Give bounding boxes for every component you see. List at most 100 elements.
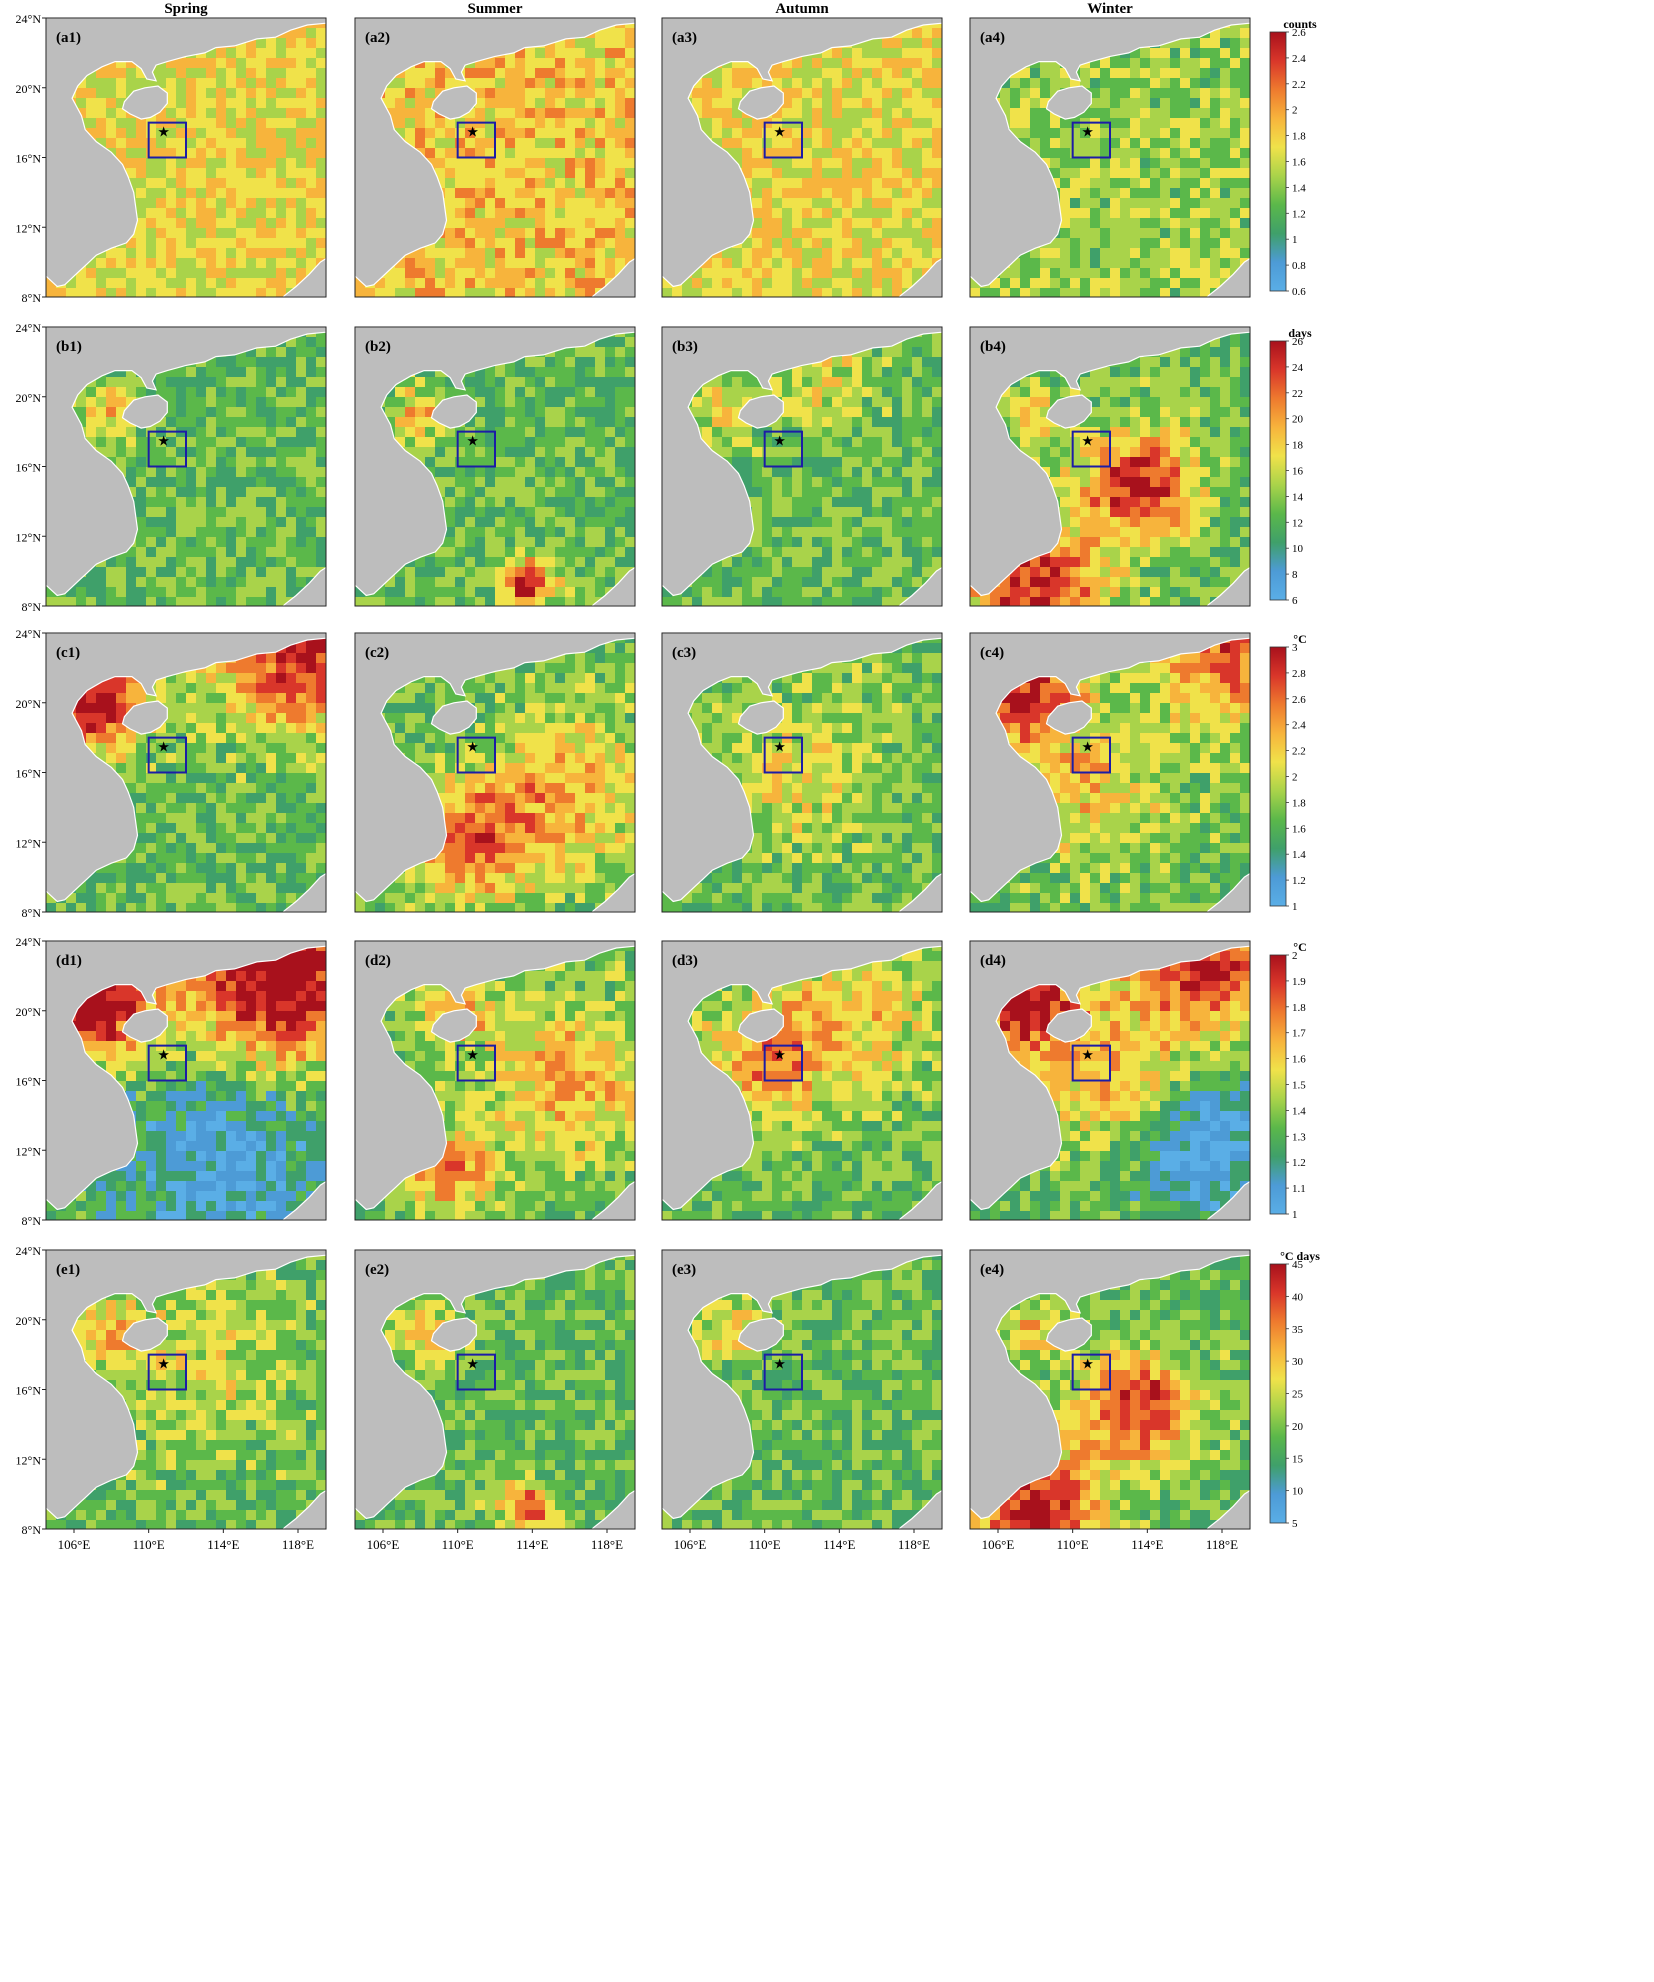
colorbar-tick-label: 40 xyxy=(1292,1291,1304,1303)
column-header-winter: Winter xyxy=(1087,1,1133,17)
colorbar-tick-label: 12 xyxy=(1292,517,1303,529)
lon-tick-label: 114°E xyxy=(207,1537,239,1552)
colorbar-tick-label: 1.5 xyxy=(1292,1080,1306,1092)
colorbar-tick-label: 45 xyxy=(1292,1259,1304,1271)
colorbar-tick-label: 2 xyxy=(1292,105,1298,117)
lon-tick-label: 110°E xyxy=(749,1537,781,1552)
colorbar-tick-label: 8 xyxy=(1292,569,1298,581)
colorbar-tick-label: 20 xyxy=(1292,1421,1304,1433)
lon-tick-label: 114°E xyxy=(1131,1537,1163,1552)
map-panel-c4: ★(c4) xyxy=(970,633,1251,914)
colorbar-tick-label: 1 xyxy=(1292,1209,1298,1221)
map-panel-b4: ★(b4) xyxy=(970,327,1251,608)
colorbar-tick-label: 1.2 xyxy=(1292,208,1306,220)
lat-tick-label: 20°N xyxy=(16,1005,42,1019)
colorbar-tick-label: 2.8 xyxy=(1292,668,1306,680)
lat-tick-label: 20°N xyxy=(16,697,42,711)
lat-tick-label: 16°N xyxy=(16,461,42,475)
column-header-spring: Spring xyxy=(164,1,208,17)
map-panel-d4: ★(d4) xyxy=(970,941,1251,1222)
colorbar-tick-label: 2.2 xyxy=(1292,746,1306,758)
lat-tick-label: 8°N xyxy=(22,1523,42,1537)
colorbar-tick-label: 2.6 xyxy=(1292,694,1306,706)
panel-label: (b4) xyxy=(980,339,1006,355)
lat-tick-label: 24°N xyxy=(16,627,42,641)
colorbar-tick-label: 1.7 xyxy=(1292,1028,1306,1040)
lat-tick-label: 24°N xyxy=(16,1244,42,1258)
lat-tick-label: 8°N xyxy=(22,600,42,614)
colorbar-tick-label: 1.1 xyxy=(1292,1183,1306,1195)
station-star-marker: ★ xyxy=(1081,125,1094,140)
panel-label: (e4) xyxy=(980,1262,1004,1278)
colorbar-tick-label: 10 xyxy=(1292,1486,1304,1498)
lat-tick-label: 24°N xyxy=(16,321,42,335)
station-star-marker: ★ xyxy=(773,125,786,140)
station-star-marker: ★ xyxy=(466,125,479,140)
lat-tick-label: 8°N xyxy=(22,906,42,920)
lat-tick-label: 8°N xyxy=(22,1214,42,1228)
colorbar-tick-label: 26 xyxy=(1292,336,1304,348)
colorbar-tick-label: 6 xyxy=(1292,595,1298,607)
station-star-marker: ★ xyxy=(157,1048,170,1063)
station-star-marker: ★ xyxy=(773,1048,786,1063)
lat-tick-label: 12°N xyxy=(16,1144,42,1158)
colorbar-tick-label: 2.4 xyxy=(1292,53,1306,65)
colorbar-tick-label: 1 xyxy=(1292,234,1298,246)
colorbar-tick-label: 22 xyxy=(1292,388,1303,400)
panel-label: (d1) xyxy=(56,953,82,969)
station-star-marker: ★ xyxy=(1081,1048,1094,1063)
colorbar-tick-label: 10 xyxy=(1292,543,1304,555)
lon-tick-label: 118°E xyxy=(898,1537,930,1552)
lon-tick-label: 110°E xyxy=(1057,1537,1089,1552)
lat-tick-label: 12°N xyxy=(16,836,42,850)
colorbar-tick-label: 35 xyxy=(1292,1324,1304,1336)
lat-tick-label: 16°N xyxy=(16,152,42,166)
colorbar-tick-label: 2.6 xyxy=(1292,27,1306,39)
map-panel-a4: ★ (a4) xyxy=(970,18,1251,299)
colorbar-tick-label: 2.2 xyxy=(1292,79,1306,91)
lon-tick-label: 110°E xyxy=(133,1537,165,1552)
panel-label: (a4) xyxy=(980,30,1005,46)
lon-tick-label: 114°E xyxy=(823,1537,855,1552)
colorbar-tick-label: 1.4 xyxy=(1292,182,1306,194)
map-panel-d1: ★(d1)8°N12°N16°N20°N24°N xyxy=(16,935,327,1228)
lat-tick-label: 24°N xyxy=(16,935,42,949)
station-star-marker: ★ xyxy=(466,1357,479,1372)
colorbar-tick-label: 3 xyxy=(1292,642,1298,654)
lon-tick-label: 118°E xyxy=(282,1537,314,1552)
lat-tick-label: 16°N xyxy=(16,1384,42,1398)
lat-tick-label: 20°N xyxy=(16,391,42,405)
lat-tick-label: 20°N xyxy=(16,1314,42,1328)
colorbar-tick-label: 0.8 xyxy=(1292,260,1306,272)
panel-label: (e1) xyxy=(56,1262,80,1278)
lat-tick-label: 20°N xyxy=(16,82,42,96)
panel-label: (d2) xyxy=(365,953,391,969)
station-star-marker: ★ xyxy=(157,740,170,755)
colorbar-tick-label: 1.6 xyxy=(1292,1054,1306,1066)
colorbar-c: °C11.21.41.61.822.22.42.62.83 xyxy=(1270,632,1307,913)
colorbar-tick-label: 1.9 xyxy=(1292,976,1306,988)
station-star-marker: ★ xyxy=(773,1357,786,1372)
panel-label: (c3) xyxy=(672,645,696,661)
panel-label: (c1) xyxy=(56,645,80,661)
map-panel-a2: ★(a2) xyxy=(355,18,636,299)
colorbar-tick-label: 1.6 xyxy=(1292,157,1306,169)
station-star-marker: ★ xyxy=(773,740,786,755)
colorbar-tick-label: 0.6 xyxy=(1292,286,1306,298)
lon-tick-label: 106°E xyxy=(367,1537,400,1552)
colorbar-tick-label: 1.2 xyxy=(1292,1157,1306,1169)
map-panel-c2: ★(c2) xyxy=(355,633,636,914)
station-star-marker: ★ xyxy=(1081,740,1094,755)
colorbar-tick-label: 2.4 xyxy=(1292,720,1306,732)
map-panel-c1: ★(c1)8°N12°N16°N20°N24°N xyxy=(16,627,327,920)
station-star-marker: ★ xyxy=(1081,1357,1094,1372)
lon-tick-label: 106°E xyxy=(58,1537,91,1552)
station-star-marker: ★ xyxy=(157,1357,170,1372)
lat-tick-label: 24°N xyxy=(16,12,42,26)
